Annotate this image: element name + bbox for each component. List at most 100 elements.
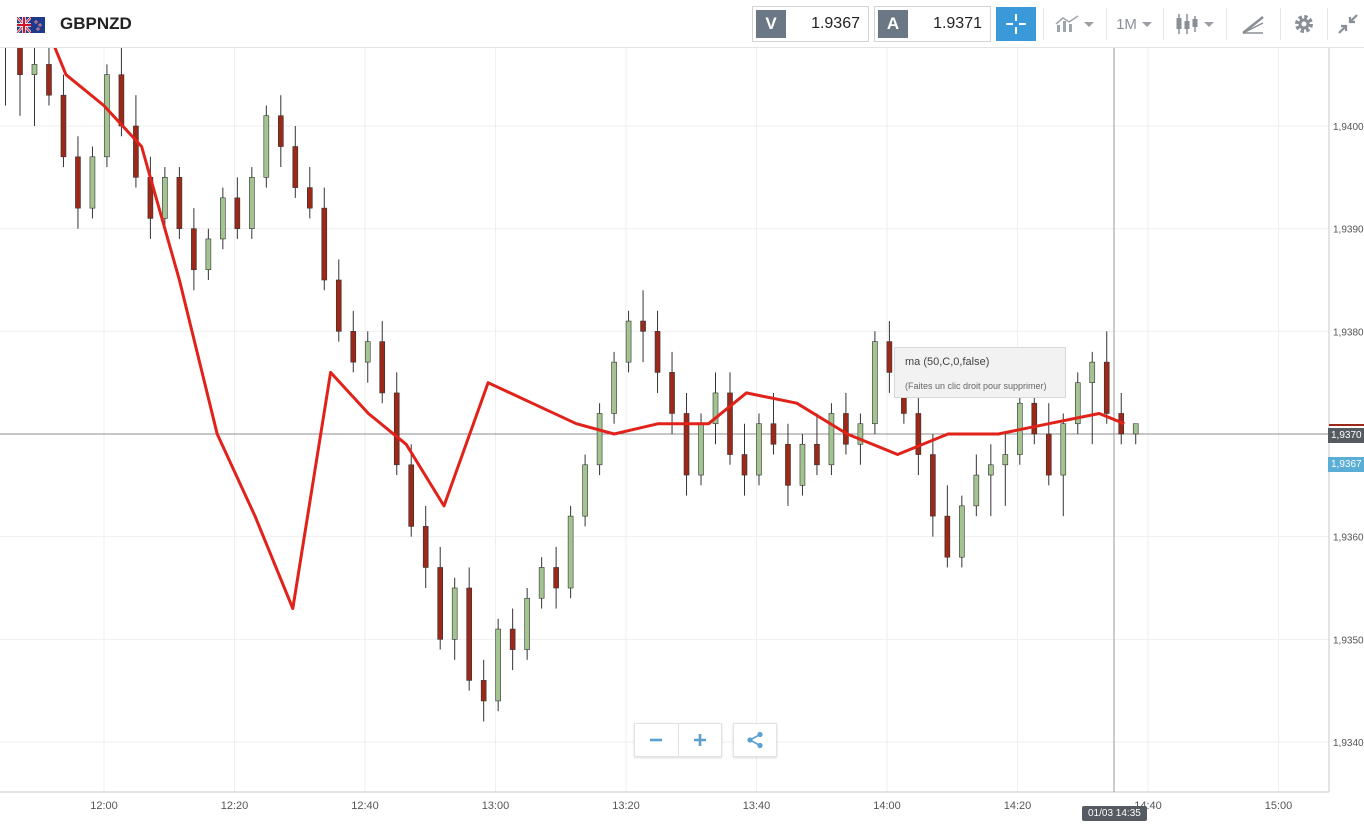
candle (1002, 434, 1009, 506)
candle (234, 177, 241, 239)
candle (89, 146, 96, 219)
tooltip-hint: (Faites un clic droit pour supprimer) (905, 381, 1047, 391)
chevron-down-icon (1141, 21, 1152, 27)
x-tick-label: 12:00 (90, 800, 118, 812)
settings-button[interactable] (1284, 6, 1324, 42)
candle (75, 136, 81, 229)
indicators-button[interactable] (1046, 6, 1102, 42)
candle (872, 331, 878, 434)
collapse-button[interactable] (1332, 6, 1364, 42)
candle (495, 618, 501, 712)
price-chart[interactable]: 1,9400 1,9390 1,9380 1,9370 1,9360 1,9350 1,93… (0, 48, 1364, 825)
candle (524, 588, 530, 660)
candle (335, 259, 342, 342)
y-tick-label: 1,9340 (1333, 738, 1364, 749)
candle (1132, 423, 1139, 445)
drawing-tools-icon (1242, 16, 1264, 34)
instrument-symbol: GBPNZD (60, 14, 132, 33)
bid-price-tag: 1,9367 (1328, 457, 1364, 472)
candle (422, 505, 429, 588)
candle (1103, 331, 1110, 424)
candle (408, 444, 415, 537)
share-button[interactable] (734, 724, 776, 756)
candle (959, 495, 965, 568)
collapse-icon (1338, 14, 1358, 34)
candle (785, 423, 791, 506)
drawing-tools-button[interactable] (1230, 6, 1276, 42)
candle (843, 392, 849, 455)
candle (625, 310, 632, 373)
candle (756, 413, 762, 486)
x-tick-label: 15:00 (1265, 800, 1293, 812)
ask-label: A (878, 10, 908, 38)
candle (5, 48, 6, 106)
candle (1060, 413, 1067, 517)
candle (814, 413, 820, 476)
zoom-out-button[interactable] (635, 724, 679, 756)
candle (205, 228, 212, 280)
candle (727, 372, 733, 465)
candle (915, 392, 922, 476)
candle (553, 546, 559, 609)
timeframe-value: 1M (1116, 15, 1137, 33)
toolbar: GBPNZD V 1.9367 A 1.9371 1M (0, 0, 1364, 48)
share-icon (747, 731, 763, 749)
candle (451, 577, 458, 660)
zoom-in-button[interactable] (679, 724, 722, 756)
indicator-tooltip[interactable]: ma (50,C,0,false) (Faites un clic droit … (894, 347, 1066, 398)
candle (509, 608, 516, 671)
y-tick-label: 1,9390 (1333, 225, 1364, 236)
candle (162, 167, 168, 229)
share-control (733, 723, 777, 757)
timeframe-select[interactable]: 1M (1108, 6, 1160, 42)
zoom-controls (634, 723, 722, 757)
x-tick-label: 14:20 (1004, 800, 1032, 812)
moving-average-line[interactable] (3, 48, 1125, 610)
x-tick-label: 13:20 (612, 800, 640, 812)
ask-price-button[interactable]: A 1.9371 (874, 6, 991, 42)
candle (306, 167, 313, 219)
tooltip-title: ma (50,C,0,false) (905, 356, 990, 368)
candle (249, 167, 255, 239)
candle (741, 423, 748, 496)
candle (278, 95, 284, 168)
candle (263, 105, 270, 188)
candle (1045, 403, 1052, 486)
candle (437, 546, 444, 650)
candle (17, 48, 23, 116)
candle (480, 659, 487, 722)
candle (364, 331, 371, 383)
y-tick-label: 1,9400 (1333, 122, 1364, 133)
x-axis-ticks: 12:00 12:20 12:40 13:00 13:20 13:40 14:00 14:20… (90, 800, 1292, 812)
y-tick-label: 1,9350 (1333, 635, 1364, 646)
candle (1074, 372, 1081, 434)
candle (886, 321, 893, 393)
candle (669, 351, 675, 434)
candle (60, 74, 67, 168)
indicators-icon (1055, 15, 1078, 32)
candle (973, 454, 980, 517)
x-tick-label: 14:00 (873, 800, 901, 812)
chart-type-button[interactable] (1166, 6, 1222, 42)
candle (292, 126, 299, 198)
candle (379, 321, 386, 404)
candle (582, 454, 588, 527)
bid-value: 1.9367 (811, 15, 860, 32)
candle (712, 372, 719, 445)
candles (5, 48, 1139, 722)
x-tick-label: 12:20 (221, 800, 249, 812)
candle (538, 557, 545, 609)
chevron-down-icon (1083, 21, 1094, 27)
candle (683, 392, 690, 496)
x-tick-label: 13:00 (482, 800, 510, 812)
candle (466, 567, 472, 691)
bid-price-button[interactable]: V 1.9367 (752, 6, 869, 42)
gb-nz-flag-icon (17, 17, 45, 33)
crosshair-button[interactable] (996, 7, 1036, 41)
crosshair-icon (1006, 14, 1026, 34)
ask-value: 1.9371 (933, 15, 982, 32)
candle (191, 208, 197, 291)
candle (393, 372, 400, 476)
candle (828, 403, 835, 476)
candle (350, 310, 357, 373)
